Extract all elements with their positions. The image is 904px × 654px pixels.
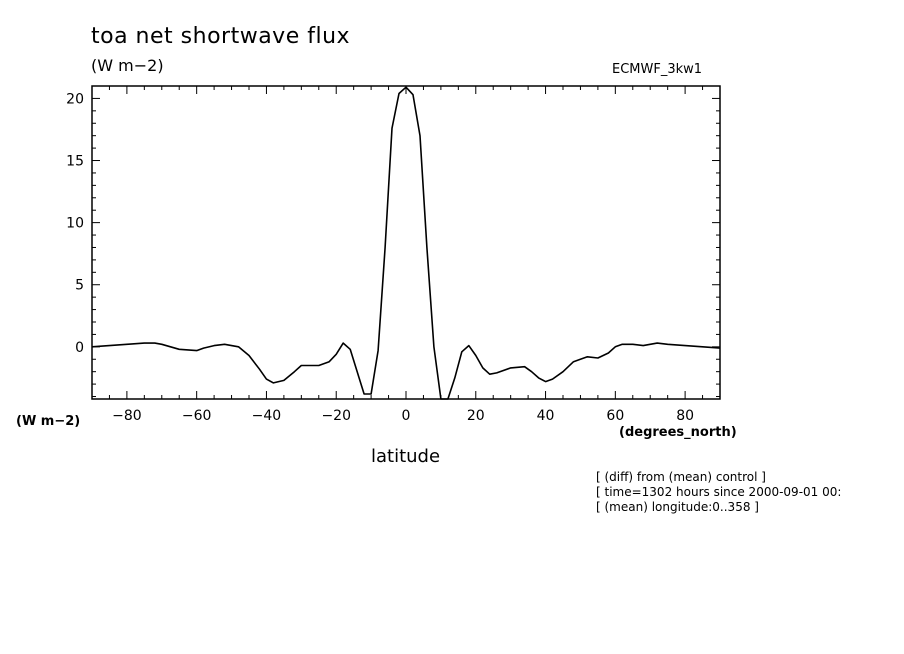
annotation-notes: [ (diff) from (mean) control ] [ time=13… [596,470,841,515]
x-tick-label: −20 [321,408,351,424]
y-tick-label: 0 [75,340,84,356]
series-line [91,86,721,400]
y-tick-label: 10 [66,216,84,232]
note-line: [ time=1302 hours since 2000-09-01 00: [596,485,842,499]
x-tick-label: 0 [402,408,411,424]
x-tick-label: −60 [182,408,212,424]
x-tick-label: 40 [537,408,555,424]
x-tick-label: −80 [112,408,142,424]
units-top-label: (W m−2) [91,56,164,75]
x-tick-label: 60 [606,408,624,424]
note-line: [ (diff) from (mean) control ] [596,470,766,484]
x-tick-label: 80 [676,408,694,424]
note-line: [ (mean) longitude:0..358 ] [596,500,759,514]
y-tick-label: 20 [66,91,84,107]
y-units-label: (W m−2) [16,414,81,429]
x-tick-label: −40 [252,408,282,424]
x-axis-label: latitude [371,446,441,467]
x-tick-label: 20 [467,408,485,424]
y-tick-label: 15 [66,154,84,170]
plot-frame [91,85,721,400]
dataset-label: ECMWF_3kw1 [612,62,703,77]
x-units-label: (degrees_north) [619,425,737,440]
y-tick-label: 5 [75,278,84,294]
chart-title: toa net shortwave flux [91,24,351,49]
